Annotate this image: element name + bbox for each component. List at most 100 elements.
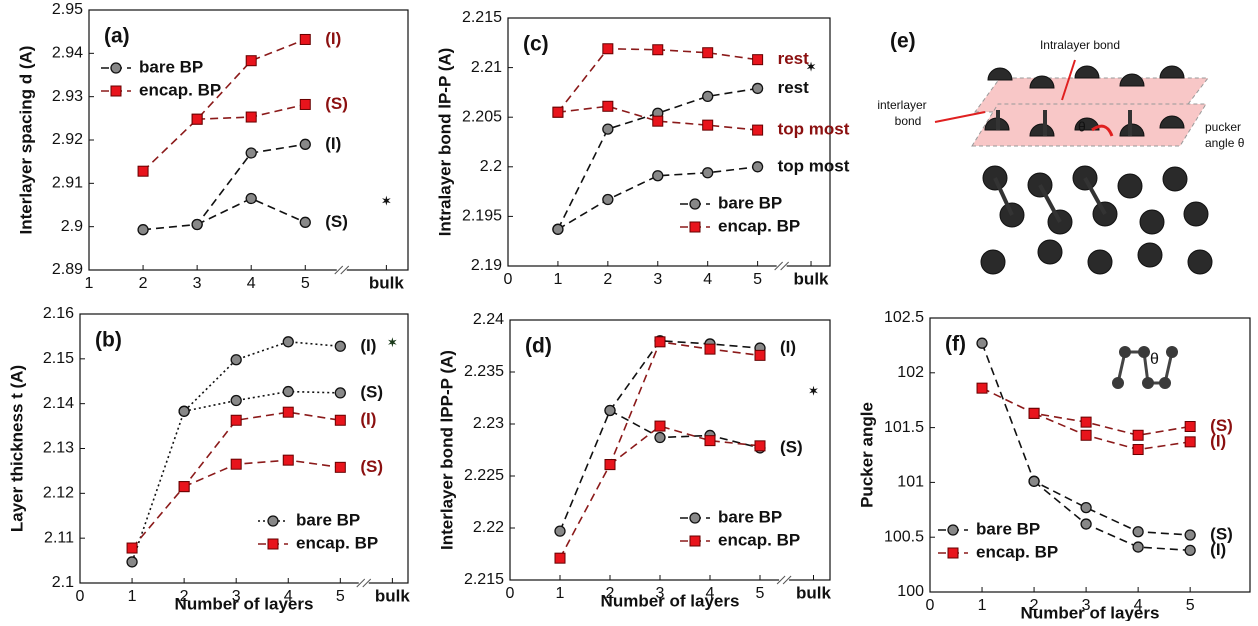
legend-marker xyxy=(267,515,279,527)
y-axis-label: Pucker angle xyxy=(857,402,876,508)
marker xyxy=(702,47,714,59)
pointer xyxy=(1061,59,1076,101)
annotation: interlayer xyxy=(877,98,926,112)
y-tick-label: 2.2 xyxy=(480,158,502,175)
marker xyxy=(230,354,242,366)
marker xyxy=(976,337,988,349)
legend-label: encap. BP xyxy=(296,533,378,552)
curve-label: (S) xyxy=(325,212,348,231)
axis-break xyxy=(782,575,792,585)
y-tick-label: 2.215 xyxy=(462,9,502,26)
x-tick-label: 1 xyxy=(128,588,137,605)
x-tick-label: bulk xyxy=(375,586,410,605)
x-tick-label: 4 xyxy=(703,271,712,288)
x-tick-label: 1 xyxy=(978,597,987,614)
y-tick-label: 2.235 xyxy=(464,363,504,380)
axis-break xyxy=(340,265,350,275)
y-tick-label: 2.205 xyxy=(462,108,502,125)
marker xyxy=(1080,416,1092,428)
x-tick-label: 2 xyxy=(603,271,612,288)
series-line xyxy=(1033,412,1191,451)
x-tick-label: 3 xyxy=(232,588,241,605)
y-tick-label: 101 xyxy=(897,474,924,491)
series-line xyxy=(142,143,306,231)
y-tick-label: 100 xyxy=(897,583,924,600)
marker xyxy=(245,55,257,67)
legend-label: bare BP xyxy=(718,193,782,212)
atoms xyxy=(980,65,1213,275)
marker xyxy=(754,440,766,452)
marker xyxy=(976,382,988,394)
marker xyxy=(552,223,564,235)
y-tick-label: 2.24 xyxy=(473,311,504,328)
x-tick-label: 5 xyxy=(336,588,345,605)
curve-label: (S) xyxy=(1210,416,1233,435)
marker xyxy=(602,123,614,135)
marker xyxy=(230,414,242,426)
series-line xyxy=(609,425,761,466)
series-line xyxy=(131,411,341,549)
y-tick-label: 2.15 xyxy=(43,350,74,367)
legend-marker xyxy=(110,85,122,97)
y-tick-label: 2.23 xyxy=(473,415,504,432)
annotation: bond xyxy=(895,114,922,128)
series-line xyxy=(981,387,1191,437)
marker xyxy=(654,431,666,444)
legend-marker xyxy=(689,198,701,210)
marker xyxy=(334,340,346,352)
marker xyxy=(552,106,564,118)
y-tick-label: 2.225 xyxy=(464,467,504,484)
marker xyxy=(752,54,764,66)
y-tick-label: 102 xyxy=(897,364,924,381)
marker xyxy=(1028,475,1040,487)
pointer xyxy=(934,111,986,123)
x-tick-label: 4 xyxy=(706,585,715,602)
marker xyxy=(654,420,666,432)
marker xyxy=(1080,501,1092,514)
x-tick-label: 5 xyxy=(756,585,765,602)
y-axis-label: Intralayer bond lP-P (A) xyxy=(435,48,454,237)
marker xyxy=(652,170,664,182)
series-line xyxy=(557,47,758,113)
marker xyxy=(191,113,203,125)
axis-break xyxy=(358,579,369,587)
curve-label: (I) xyxy=(360,336,376,355)
marker xyxy=(1080,429,1092,441)
bulk-point xyxy=(806,61,816,72)
annotation: angle θ xyxy=(1205,136,1245,150)
marker xyxy=(126,542,138,554)
bulk-point xyxy=(382,195,391,206)
legend-marker xyxy=(267,538,279,550)
y-tick-label: 2.91 xyxy=(52,175,83,192)
curve-label: (I) xyxy=(1210,540,1226,559)
legend-label: bare BP xyxy=(976,519,1040,538)
marker xyxy=(602,100,614,112)
plot-frame xyxy=(929,317,1251,593)
y-tick-label: 2.11 xyxy=(44,529,74,546)
marker xyxy=(1184,421,1196,433)
x-tick-label: 2 xyxy=(1030,597,1039,614)
marker xyxy=(137,165,149,177)
legend-label: encap. BP xyxy=(718,216,800,235)
axis-break xyxy=(776,262,787,270)
axis-break xyxy=(774,261,784,271)
curve-label: (S) xyxy=(360,382,383,401)
inset-f xyxy=(1112,346,1178,389)
marker xyxy=(1132,526,1144,538)
series-line xyxy=(142,38,306,172)
marker xyxy=(602,193,614,206)
marker xyxy=(1184,436,1196,448)
curve-label: rest xyxy=(778,49,810,68)
marker xyxy=(751,82,764,95)
x-tick-label: 5 xyxy=(301,275,310,292)
marker xyxy=(702,167,714,179)
legend-marker xyxy=(947,547,959,559)
annotation: θ xyxy=(1078,119,1086,135)
y-axis-label: Interlayer bond lPP-P (A) xyxy=(437,350,456,550)
marker xyxy=(245,147,257,159)
marker xyxy=(230,394,242,407)
y-tick-label: 2.16 xyxy=(43,305,74,322)
x-tick-label: 3 xyxy=(656,585,665,602)
curve-label: (S) xyxy=(325,94,348,113)
y-tick-label: 2.1 xyxy=(52,574,74,591)
